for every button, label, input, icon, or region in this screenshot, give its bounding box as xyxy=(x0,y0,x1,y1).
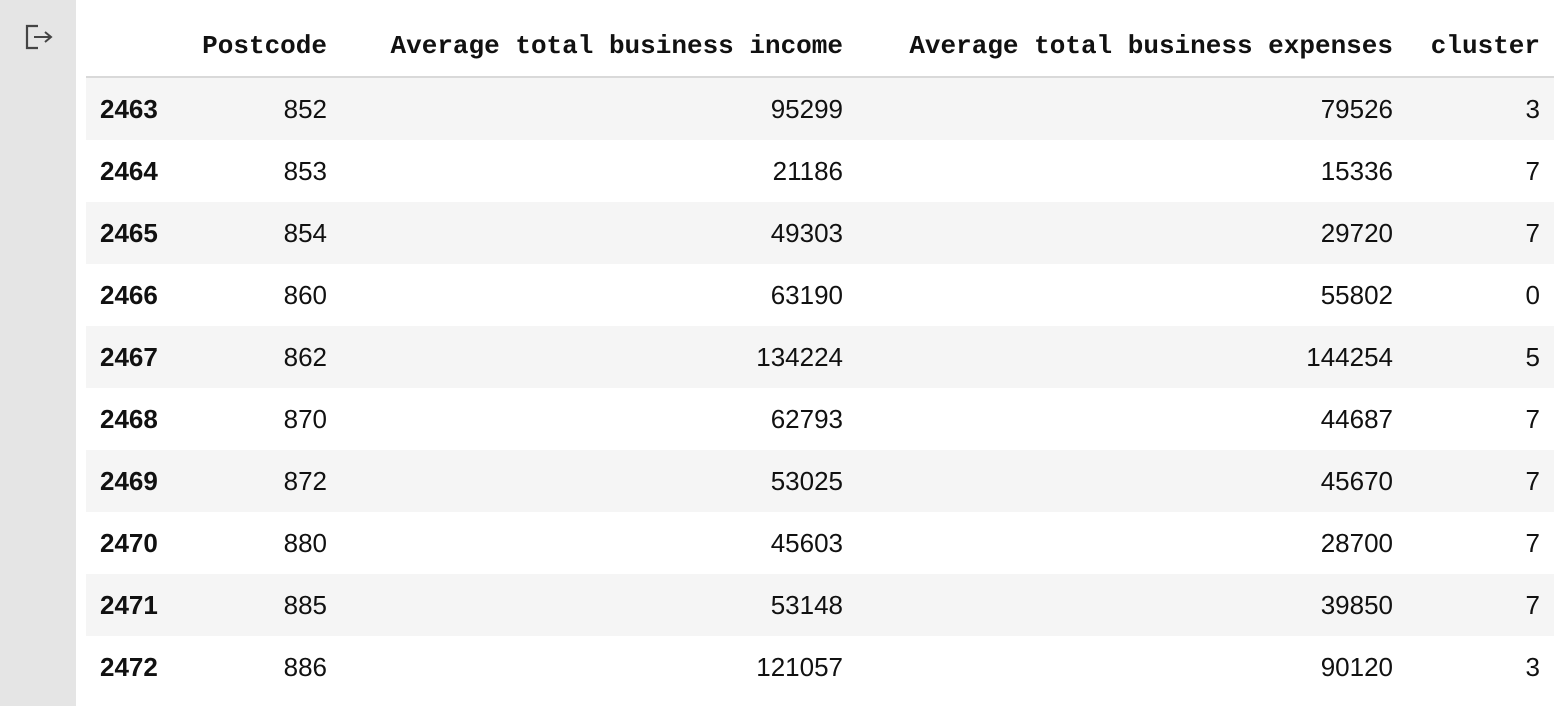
cell-cluster: 7 xyxy=(1525,465,1540,496)
cell-income: 21186 xyxy=(772,155,843,186)
output-exit-icon[interactable] xyxy=(24,22,56,52)
table-row: 2464 853 21186 15336 7 xyxy=(86,140,1554,202)
cell-postcode: 862 xyxy=(283,341,327,372)
cell-expenses: 28700 xyxy=(1320,527,1393,558)
table-row: 2466 860 63190 55802 0 xyxy=(86,264,1554,326)
cell-postcode: 880 xyxy=(283,527,327,558)
cell-expenses: 90120 xyxy=(1320,651,1393,682)
table-row: 2465 854 49303 29720 7 xyxy=(86,202,1554,264)
cell-postcode: 885 xyxy=(283,589,327,620)
cell-expenses: 55802 xyxy=(1320,279,1393,310)
cell-income: 121057 xyxy=(756,651,843,682)
row-index: 2469 xyxy=(100,465,158,496)
cell-cluster: 7 xyxy=(1525,589,1540,620)
output-gutter xyxy=(0,0,76,706)
cell-expenses: 39850 xyxy=(1320,589,1393,620)
row-index: 2472 xyxy=(100,651,158,682)
header-income: Average total business income xyxy=(341,16,857,78)
cell-cluster: 7 xyxy=(1525,217,1540,248)
cell-expenses: 45670 xyxy=(1320,465,1393,496)
table-row: 2463 852 95299 79526 3 xyxy=(86,77,1554,140)
row-index: 2471 xyxy=(100,589,158,620)
cell-income: 63190 xyxy=(770,279,843,310)
header-postcode: Postcode xyxy=(181,16,341,78)
cell-postcode: 854 xyxy=(283,217,327,248)
table-header-row: Postcode Average total business income A… xyxy=(86,16,1554,78)
header-expenses: Average total business expenses xyxy=(857,16,1407,78)
cell-cluster: 3 xyxy=(1525,651,1540,682)
table-row: 2468 870 62793 44687 7 xyxy=(86,388,1554,450)
cell-postcode: 886 xyxy=(283,651,327,682)
cell-income: 49303 xyxy=(770,217,843,248)
cell-income: 95299 xyxy=(770,93,843,124)
row-index: 2466 xyxy=(100,279,158,310)
table-row: 2472 886 121057 90120 3 xyxy=(86,636,1554,698)
cell-expenses: 44687 xyxy=(1320,403,1393,434)
cell-income: 45603 xyxy=(770,527,843,558)
cell-cluster: 7 xyxy=(1525,403,1540,434)
cell-cluster: 7 xyxy=(1525,527,1540,558)
row-index: 2465 xyxy=(100,217,158,248)
cell-expenses: 79526 xyxy=(1320,93,1393,124)
cell-postcode: 853 xyxy=(283,155,327,186)
row-index: 2464 xyxy=(100,155,158,186)
table-row: 2471 885 53148 39850 7 xyxy=(86,574,1554,636)
cell-expenses: 144254 xyxy=(1306,341,1393,372)
row-index: 2468 xyxy=(100,403,158,434)
row-index: 2467 xyxy=(100,341,158,372)
table-row: 2467 862 134224 144254 5 xyxy=(86,326,1554,388)
header-cluster: cluster xyxy=(1407,16,1554,78)
cell-postcode: 860 xyxy=(283,279,327,310)
cell-cluster: 0 xyxy=(1525,279,1540,310)
cell-postcode: 872 xyxy=(283,465,327,496)
row-index: 2470 xyxy=(100,527,158,558)
cell-cluster: 7 xyxy=(1525,155,1540,186)
table-row: 2470 880 45603 28700 7 xyxy=(86,512,1554,574)
cell-postcode: 852 xyxy=(283,93,327,124)
cell-postcode: 870 xyxy=(283,403,327,434)
dataframe-container: Postcode Average total business income A… xyxy=(86,16,1554,698)
cell-cluster: 5 xyxy=(1525,341,1540,372)
cell-income: 62793 xyxy=(770,403,843,434)
cell-cluster: 3 xyxy=(1525,93,1540,124)
cell-expenses: 29720 xyxy=(1320,217,1393,248)
header-index xyxy=(86,16,181,78)
dataframe-table: Postcode Average total business income A… xyxy=(86,16,1554,698)
cell-income: 53025 xyxy=(770,465,843,496)
cell-expenses: 15336 xyxy=(1320,155,1393,186)
cell-income: 134224 xyxy=(756,341,843,372)
table-row: 2469 872 53025 45670 7 xyxy=(86,450,1554,512)
cell-income: 53148 xyxy=(770,589,843,620)
row-index: 2463 xyxy=(100,93,158,124)
